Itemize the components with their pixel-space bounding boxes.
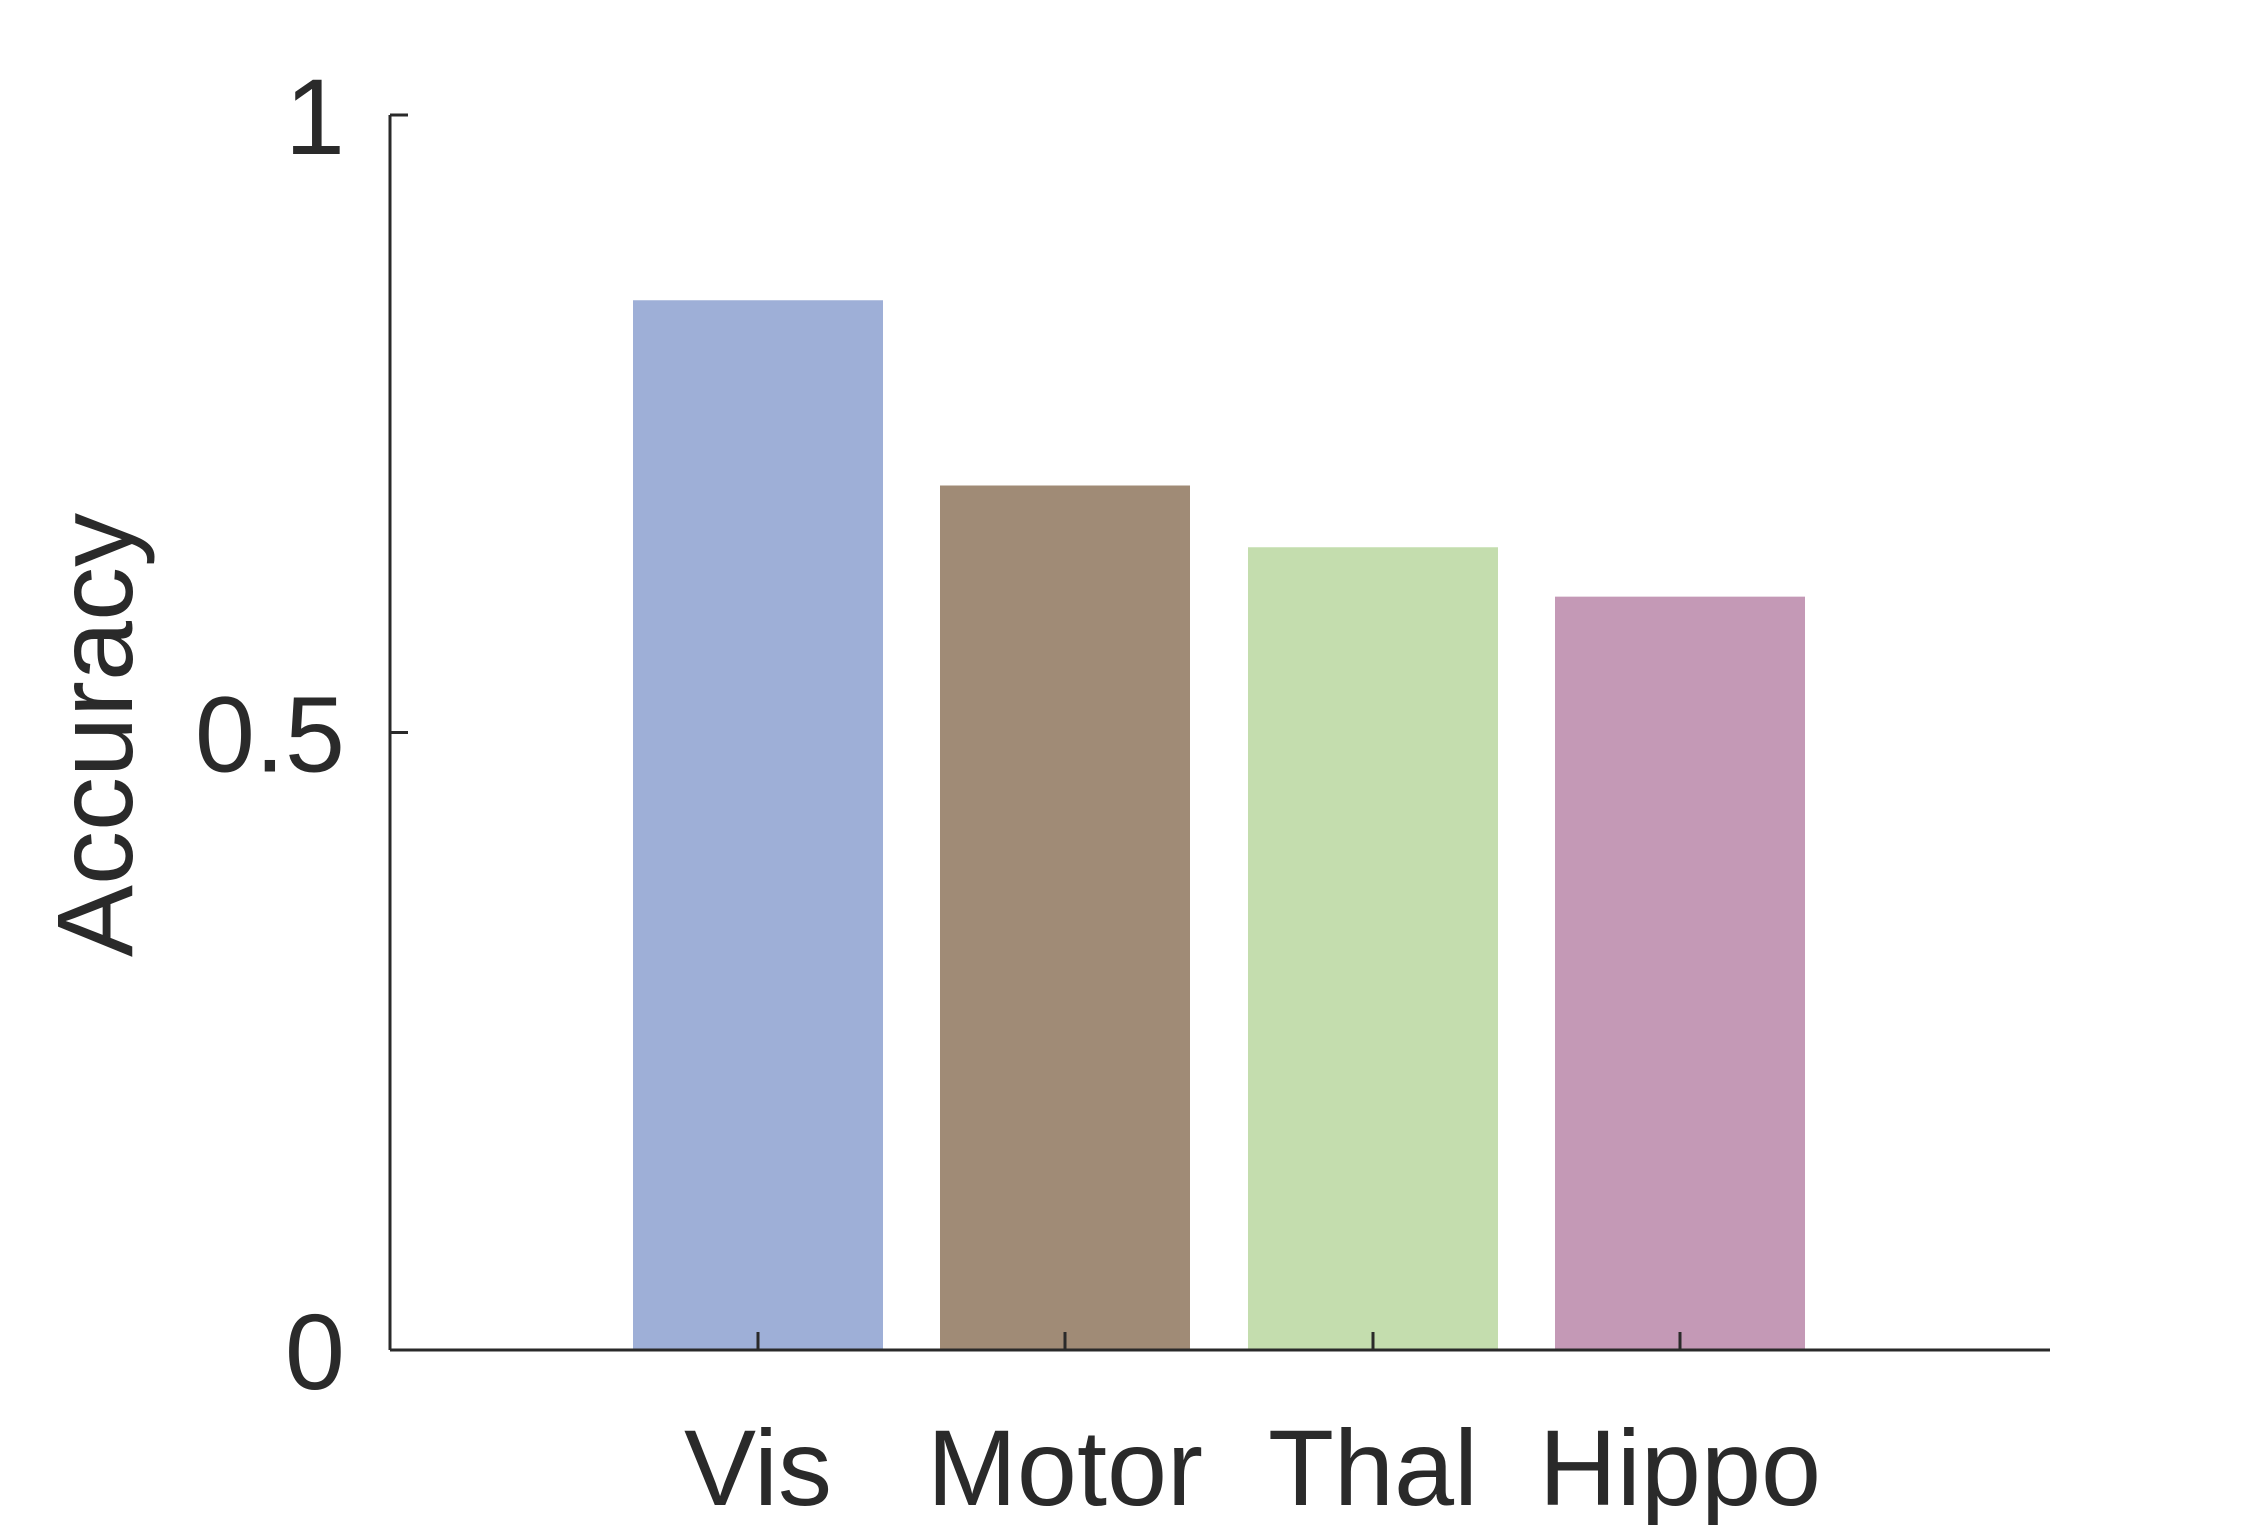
y-tick-label: 1 <box>285 56 345 177</box>
bar-vis <box>633 300 883 1350</box>
y-tick-label: 0.5 <box>195 674 345 795</box>
x-tick-label-thal: Thal <box>1268 1407 1478 1525</box>
bar-hippo <box>1555 596 1805 1350</box>
bar-thal <box>1248 547 1498 1350</box>
x-tick-label-hippo: Hippo <box>1539 1407 1821 1525</box>
y-tick-label: 0 <box>285 1291 345 1412</box>
x-tick-label-vis: Vis <box>684 1407 832 1525</box>
x-ticks: Vis Motor Thal Hippo <box>684 1332 1821 1525</box>
bar-motor <box>940 485 1190 1350</box>
y-axis-title: Accuracy <box>34 513 155 957</box>
y-ticks: 00.51 <box>195 56 408 1412</box>
x-tick-label-motor: Motor <box>927 1407 1203 1525</box>
bars <box>633 300 1805 1350</box>
